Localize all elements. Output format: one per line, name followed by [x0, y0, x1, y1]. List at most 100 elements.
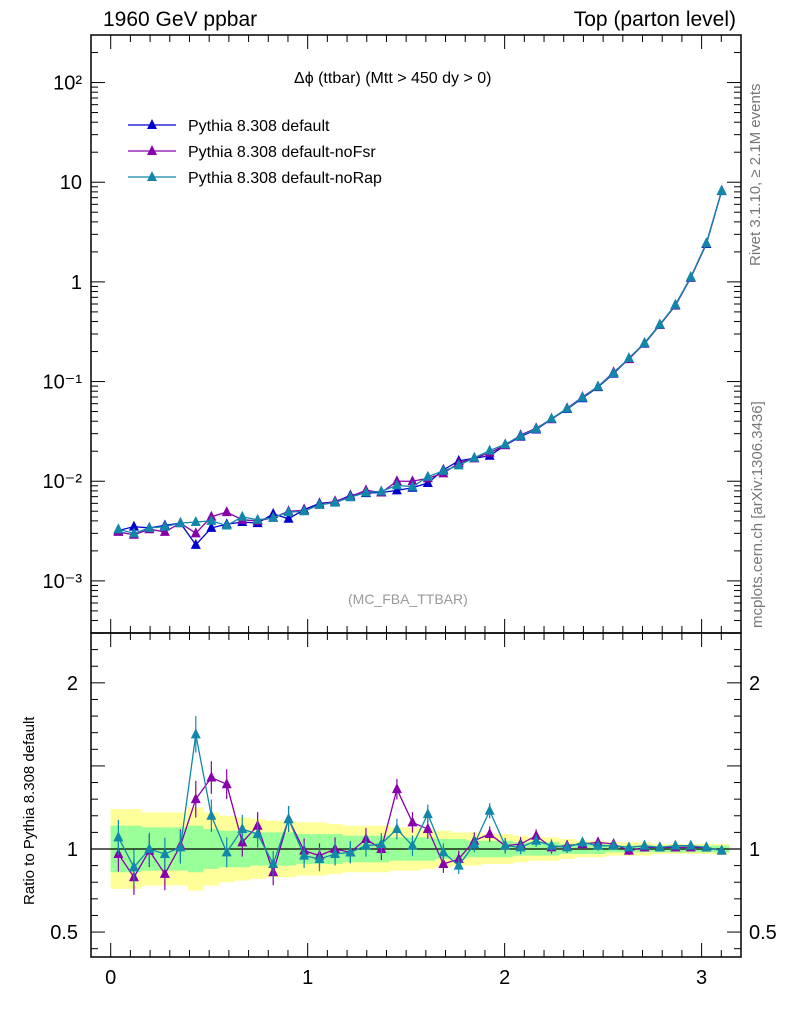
data-point	[221, 778, 232, 789]
data-point	[593, 380, 603, 391]
ratio-y-tick-label: 0.5	[50, 922, 78, 944]
data-point	[407, 839, 418, 850]
data-point	[147, 145, 157, 155]
data-point	[438, 846, 449, 857]
data-point	[639, 336, 650, 347]
series-line	[117, 734, 722, 869]
main-series-1	[113, 184, 727, 549]
data-point	[345, 846, 356, 857]
data-point	[376, 485, 387, 496]
data-point	[515, 429, 526, 440]
data-point	[391, 783, 402, 794]
data-point	[159, 847, 170, 858]
data-point	[438, 857, 449, 868]
data-point	[360, 839, 371, 850]
data-point	[268, 511, 279, 522]
data-point	[268, 857, 279, 868]
data-point	[299, 505, 310, 516]
data-point	[128, 527, 139, 538]
data-point	[701, 237, 712, 248]
data-point	[283, 813, 294, 824]
ratio-y-tick-label: 1	[67, 839, 78, 861]
series-line	[117, 776, 722, 879]
data-point	[562, 841, 573, 852]
data-point	[144, 521, 155, 532]
data-point	[407, 480, 418, 491]
data-point	[608, 366, 619, 377]
data-point	[515, 841, 526, 852]
data-point	[422, 470, 433, 481]
x-tick-label: 1	[302, 967, 313, 989]
x-tick-label: 3	[696, 967, 707, 989]
ratio-y-tick-label-right: 0.5	[749, 922, 777, 944]
series-line	[118, 190, 723, 546]
series-layer	[113, 184, 727, 895]
data-point	[469, 451, 480, 462]
main-y-tick-label: 10⁻¹	[43, 372, 83, 394]
data-point	[484, 444, 495, 455]
data-point	[190, 793, 201, 804]
data-point	[484, 828, 495, 839]
main-y-tick-label: 10⁻²	[43, 471, 83, 493]
data-point	[190, 527, 201, 538]
data-point	[206, 514, 217, 525]
data-point	[113, 523, 124, 534]
data-point	[299, 849, 310, 860]
data-point	[701, 841, 712, 852]
data-point	[330, 496, 341, 507]
data-point	[252, 513, 263, 524]
data-point	[453, 459, 464, 470]
legend-label: Pythia 8.308 default-noFsr	[188, 144, 376, 161]
data-point	[639, 839, 650, 850]
data-point	[623, 841, 634, 852]
data-point	[654, 841, 665, 852]
data-point	[159, 520, 170, 531]
data-point	[147, 171, 157, 181]
data-point	[221, 519, 232, 530]
data-point	[221, 846, 232, 857]
main-y-tick-label: 10	[60, 172, 82, 194]
data-point	[531, 422, 542, 433]
data-point	[175, 517, 186, 528]
data-point	[422, 823, 433, 834]
x-tick-label: 0	[105, 967, 116, 989]
data-point	[438, 464, 449, 475]
main-y-tick-label: 10⁻³	[43, 571, 83, 593]
legend-label: Pythia 8.308 default	[188, 118, 330, 135]
main-series-3	[113, 184, 727, 538]
data-point	[546, 839, 557, 850]
data-point	[314, 498, 325, 509]
data-point	[391, 479, 402, 490]
main-y-tick-label: 10²	[53, 73, 82, 95]
data-point	[159, 867, 170, 878]
data-point	[237, 510, 248, 521]
data-point	[484, 804, 495, 815]
series-line	[118, 190, 723, 535]
data-point	[159, 525, 170, 536]
main-y-tick-label: 1	[71, 272, 82, 294]
data-point	[175, 841, 186, 852]
data-point	[422, 808, 433, 819]
data-point	[546, 412, 557, 423]
data-point	[345, 491, 356, 502]
data-point	[531, 834, 542, 845]
data-point	[469, 838, 480, 849]
data-point	[144, 843, 155, 853]
data-point	[500, 839, 511, 850]
data-point	[685, 839, 696, 850]
data-point	[128, 520, 139, 531]
data-point	[360, 486, 371, 497]
data-point	[407, 475, 418, 486]
legend: Pythia 8.308 default Pythia 8.308 default…	[128, 118, 382, 187]
data-point	[283, 506, 294, 517]
data-point	[252, 828, 263, 839]
data-point	[670, 839, 681, 850]
data-point	[113, 831, 124, 842]
data-point	[716, 184, 727, 195]
data-point	[407, 816, 418, 827]
ratio-y-tick-label-right: 1	[749, 839, 760, 861]
data-point	[593, 839, 603, 850]
axes: 10⁻³ 10⁻² 10⁻¹ 1 10 10² 0.5 0.5 1 1 2 2 0 1 2 3	[43, 34, 777, 989]
data-point	[453, 859, 464, 870]
